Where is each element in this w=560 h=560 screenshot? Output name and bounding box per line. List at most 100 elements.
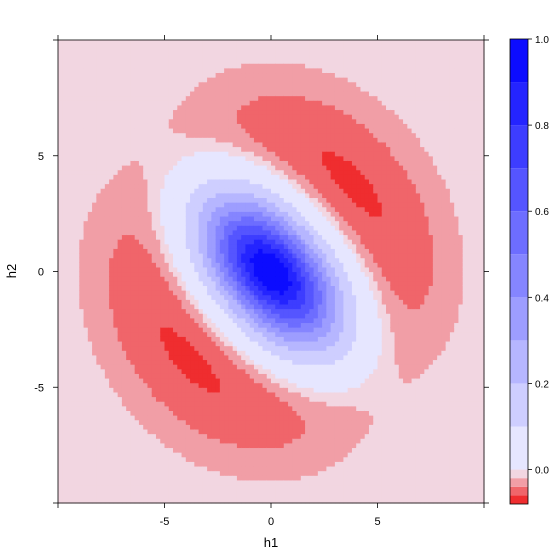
heatmap-cell <box>262 498 268 504</box>
heatmap-cell <box>266 452 272 458</box>
heatmap-cell <box>100 303 106 310</box>
heatmap-cell <box>62 285 68 291</box>
heatmap-cell <box>126 215 132 222</box>
heatmap-cell <box>173 174 178 180</box>
heatmap-cell <box>126 146 132 152</box>
heatmap-cell <box>245 484 251 490</box>
heatmap-cell <box>96 303 102 310</box>
heatmap-cell <box>241 354 247 361</box>
heatmap-cell <box>253 234 259 240</box>
heatmap-cell <box>134 364 140 370</box>
heatmap-cell <box>126 479 132 486</box>
heatmap-cell <box>198 169 204 175</box>
heatmap-cell <box>66 192 72 199</box>
heatmap-cell <box>126 271 132 277</box>
heatmap-cell <box>83 100 89 106</box>
heatmap-cell <box>173 234 178 240</box>
heatmap-cell <box>96 294 102 300</box>
heatmap-cell <box>151 489 157 495</box>
heatmap-cell <box>130 248 136 254</box>
heatmap-cell <box>173 81 178 87</box>
heatmap-cell <box>173 382 178 388</box>
heatmap-cell <box>117 197 123 203</box>
heatmap-cell <box>211 290 217 296</box>
heatmap-cell <box>138 146 144 152</box>
heatmap-cell <box>164 373 170 379</box>
heatmap-cell <box>181 340 187 347</box>
heatmap-cell <box>130 53 136 60</box>
heatmap-cell <box>211 211 217 217</box>
heatmap-cell <box>92 192 97 199</box>
heatmap-cell <box>181 387 187 393</box>
heatmap-cell <box>66 350 72 356</box>
heatmap-cell <box>130 391 136 398</box>
heatmap-cell <box>104 40 110 46</box>
heatmap-cell <box>126 438 132 444</box>
heatmap-cell <box>253 424 259 430</box>
heatmap-cell <box>113 452 119 458</box>
heatmap-cell <box>147 452 153 458</box>
heatmap-cell <box>143 313 149 319</box>
heatmap-cell <box>134 322 140 328</box>
heatmap-cell <box>185 257 191 263</box>
heatmap-cell <box>241 498 247 504</box>
heatmap-cell <box>253 498 259 504</box>
heatmap-cell <box>185 368 191 374</box>
heatmap-cell <box>198 415 204 421</box>
heatmap-cell <box>207 169 212 175</box>
heatmap-cell <box>130 364 136 370</box>
heatmap-cell <box>241 127 247 134</box>
heatmap-cell <box>130 428 136 435</box>
heatmap-cell <box>79 77 85 83</box>
heatmap-cell <box>134 340 140 347</box>
heatmap-cell <box>62 243 68 249</box>
heatmap-cell <box>249 183 255 189</box>
heatmap-cell <box>207 359 212 365</box>
heatmap-cell <box>249 447 255 453</box>
heatmap-cell <box>245 271 251 277</box>
heatmap-cell <box>104 442 110 449</box>
heatmap-cell <box>262 155 268 161</box>
heatmap-cell <box>62 248 68 254</box>
heatmap-cell <box>236 484 242 490</box>
heatmap-cell <box>160 428 166 435</box>
heatmap-cell <box>224 327 229 333</box>
heatmap-cell <box>253 40 259 46</box>
heatmap-cell <box>249 67 255 74</box>
heatmap-cell <box>147 303 153 310</box>
heatmap-cell <box>194 146 200 152</box>
heatmap-cell <box>121 447 127 453</box>
heatmap-cell <box>202 345 208 351</box>
heatmap-cell <box>245 49 251 55</box>
heatmap-cell <box>219 225 225 231</box>
heatmap-cell <box>232 146 238 152</box>
heatmap-cell <box>185 234 191 240</box>
heatmap-cell <box>253 442 259 449</box>
heatmap-cell <box>224 95 229 101</box>
heatmap-cell <box>164 127 170 134</box>
heatmap-cell <box>258 447 264 453</box>
heatmap-cell <box>241 364 247 370</box>
heatmap-cell <box>190 151 195 157</box>
heatmap-cell <box>130 266 136 273</box>
heatmap-cell <box>151 262 157 268</box>
heatmap-cell <box>266 331 272 337</box>
heatmap-cell <box>83 336 89 342</box>
heatmap-cell <box>207 276 212 282</box>
heatmap-cell <box>92 53 97 60</box>
heatmap-cell <box>79 493 85 499</box>
heatmap-cell <box>266 109 272 115</box>
heatmap-cell <box>66 317 72 324</box>
heatmap-cell <box>215 424 221 430</box>
heatmap-cell <box>113 382 119 388</box>
heatmap-cell <box>215 484 221 490</box>
heatmap-cell <box>100 336 106 342</box>
heatmap-cell <box>185 354 191 361</box>
heatmap-cell <box>104 165 110 171</box>
heatmap-cell <box>245 239 251 245</box>
heatmap-cell <box>253 215 259 222</box>
heatmap-cell <box>117 290 123 296</box>
heatmap-cell <box>168 336 174 342</box>
heatmap-cell <box>173 211 178 217</box>
heatmap-cell <box>75 322 80 328</box>
